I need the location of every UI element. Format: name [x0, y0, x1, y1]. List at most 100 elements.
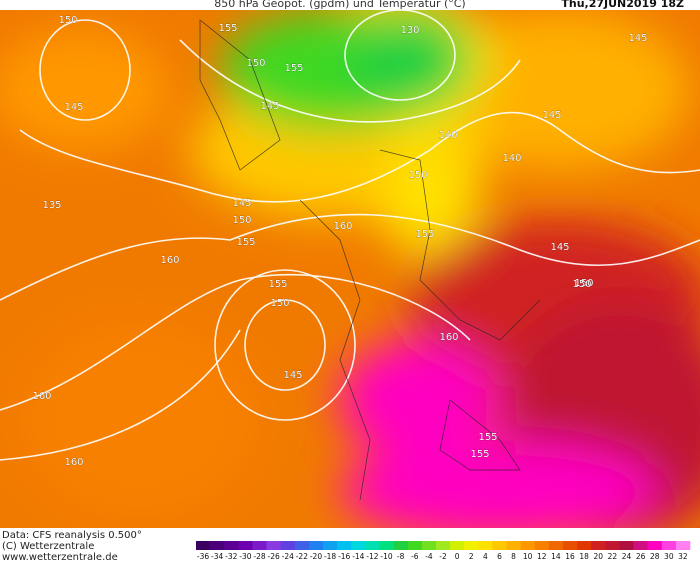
colorbar-tick-label: -14: [352, 552, 364, 561]
colorbar-swatch: [407, 541, 423, 550]
contour-label: 155: [415, 229, 434, 240]
contour-label: 160: [160, 255, 179, 266]
contour-label: 150: [232, 215, 251, 226]
contour-label: 155: [236, 237, 255, 248]
colorbar-tick-label: -22: [296, 552, 308, 561]
contour-label: 150: [246, 58, 265, 69]
contour-label: 145: [628, 33, 647, 44]
colorbar-tick-label: 32: [678, 552, 688, 561]
colorbar-swatch: [351, 541, 366, 550]
colorbar-swatch: [421, 541, 437, 550]
colorbar-swatch: [308, 541, 324, 550]
colorbar-swatch: [661, 541, 677, 550]
colorbar-tick-label: 18: [579, 552, 589, 561]
colorbar-tick-label: 30: [664, 552, 674, 561]
contour-label: 140: [502, 153, 521, 164]
colorbar-swatch: [266, 541, 281, 550]
colorbar-swatch: [548, 541, 564, 550]
colorbar-swatch: [365, 541, 380, 550]
colorbar-tick-label: 2: [469, 552, 474, 561]
colorbar-tick-label: -16: [338, 552, 350, 561]
colorbar-tick-label: 26: [636, 552, 646, 561]
temperature-field: [0, 10, 700, 528]
colorbar-swatch: [224, 541, 239, 550]
colorbar-tick-label: -28: [253, 552, 265, 561]
contour-label: 135: [42, 200, 61, 211]
contour-label: 150: [408, 170, 427, 181]
contour-label: 145: [232, 198, 251, 209]
contour-labels: 150 155 130 145 155 150 145 145 140 145 150 145 140 1…: [32, 15, 647, 468]
colorbar-swatch: [238, 541, 253, 550]
website: www.wetterzentrale.de: [2, 552, 118, 562]
contour-label: 140: [438, 130, 457, 141]
colorbar-swatch: [280, 541, 296, 550]
colorbar-tick-label: 22: [608, 552, 618, 561]
contour-label: 155: [284, 63, 303, 74]
contour-label: 150: [270, 298, 289, 309]
colorbar-tick-label: -26: [268, 552, 280, 561]
colorbar-tick-label: 10: [523, 552, 533, 561]
colorbar-swatch: [435, 541, 451, 550]
colorbar-tick-label: -20: [310, 552, 322, 561]
contour-label: 160: [333, 221, 352, 232]
colorbar-tick-label: -18: [324, 552, 336, 561]
colorbar-swatch: [294, 541, 310, 550]
copyright: (C) Wetterzentrale: [2, 541, 95, 552]
colorbar-tick-label: 28: [650, 552, 660, 561]
contour-label: 155: [470, 449, 489, 460]
colorbar-tick-label: 20: [593, 552, 603, 561]
colorbar-swatch: [464, 541, 479, 550]
contour-label: 150: [58, 15, 77, 26]
contour-label: 145: [550, 242, 569, 253]
colorbar-swatch: [562, 541, 578, 550]
colorbar-swatch: [393, 541, 409, 550]
colorbar-swatch: [492, 541, 507, 550]
colorbar-tick-label: 16: [565, 552, 575, 561]
colorbar-tick-label: 6: [497, 552, 502, 561]
colorbar-swatch: [520, 541, 536, 550]
colorbar-tick-label: 0: [455, 552, 460, 561]
colorbar-tick-label: -36: [197, 552, 209, 561]
colorbar-swatch: [577, 541, 592, 550]
colorbar-swatch: [591, 541, 606, 550]
contour-label: 145: [260, 101, 279, 112]
contour-label: 160: [32, 391, 51, 402]
colorbar-tick-label: -4: [425, 552, 433, 561]
colorbar-tick-label: -6: [411, 552, 419, 561]
colorbar-tick-label: 8: [511, 552, 516, 561]
colorbar-tick-label: -12: [366, 552, 378, 561]
contour-label: 155: [218, 23, 237, 34]
colorbar-swatch: [647, 541, 663, 550]
map-title: 850 hPa Geopot. (gpdm) und Temperatur (°…: [214, 0, 465, 10]
colorbar-tick-label: -2: [439, 552, 447, 561]
colorbar-tick-label: -8: [397, 552, 405, 561]
colorbar-swatch: [323, 541, 338, 550]
colorbar-swatch: [506, 541, 521, 550]
colorbar-tick-label: -30: [239, 552, 251, 561]
colorbar-swatch: [675, 541, 691, 550]
contour-label: 155: [268, 279, 287, 290]
colorbar-tick-label: -34: [211, 552, 223, 561]
colorbar-swatch: [252, 541, 267, 550]
colorbar-swatch: [337, 541, 352, 550]
contour-label: 145: [64, 102, 83, 113]
contour-label: 160: [439, 332, 458, 343]
contour-label: 150: [572, 279, 591, 290]
colorbar-tick-label: -10: [380, 552, 392, 561]
data-source: Data: CFS reanalysis 0.500°: [2, 530, 142, 541]
colorbar-swatch: [605, 541, 620, 550]
colorbar-swatch: [210, 541, 225, 550]
colorbar-swatch: [619, 541, 634, 550]
colorbar-swatch: [534, 541, 550, 550]
colorbar-tick-label: 24: [622, 552, 632, 561]
contour-label: 160: [64, 457, 83, 468]
colorbar-swatch: [633, 541, 648, 550]
colorbar-tick-label: 4: [483, 552, 488, 561]
contour-label: 150: [574, 278, 593, 289]
colorbar-swatch: [196, 541, 211, 550]
colorbar-tick-label: 12: [537, 552, 547, 561]
contour-label: 145: [283, 370, 302, 381]
contour-label: 155: [478, 432, 497, 443]
